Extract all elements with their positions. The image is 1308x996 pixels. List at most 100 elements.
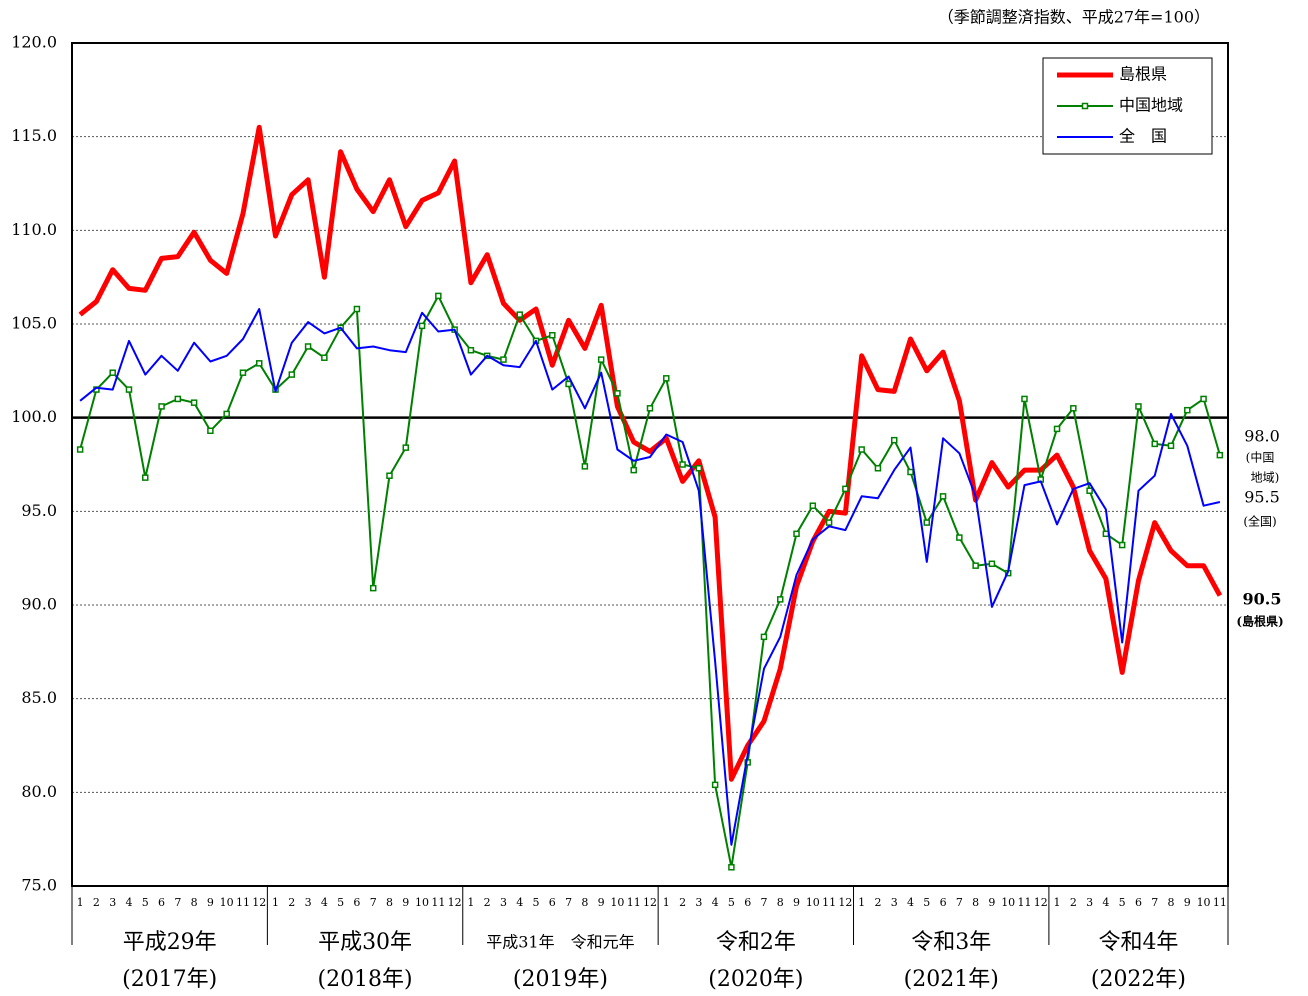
year-sub-label: (2019年) [513, 967, 608, 992]
year-label: 令和3年 [911, 930, 991, 955]
series-marker [711, 781, 719, 789]
x-tick-label: 7 [565, 896, 572, 909]
end-note: (中国 [1246, 450, 1275, 465]
series-marker [174, 395, 182, 403]
x-tick-label: 6 [158, 896, 165, 909]
year-label: 平成30年 [318, 930, 412, 955]
x-tick-label: 3 [1086, 896, 1093, 909]
x-tick-label: 1 [272, 896, 279, 909]
series-marker [923, 519, 931, 526]
x-tick-label: 3 [695, 896, 702, 909]
x-tick-label: 5 [142, 896, 149, 909]
x-tick-label: 8 [1168, 896, 1175, 909]
series-marker [777, 596, 784, 603]
x-tick-label: 7 [1151, 896, 1158, 909]
series-marker [207, 427, 214, 435]
x-tick-label: 2 [679, 896, 686, 909]
x-tick-label: 9 [1184, 896, 1191, 909]
series-marker [1053, 425, 1061, 433]
end-note: 地域) [1251, 471, 1280, 485]
end-note: (島根県) [1236, 614, 1283, 629]
x-tick-label: 7 [760, 896, 767, 909]
series-marker [467, 346, 475, 354]
series-line [79, 294, 1221, 869]
year-label: 平成31年 令和元年 [486, 933, 634, 952]
series-marker [907, 468, 914, 476]
x-tick-label: 10 [415, 896, 429, 909]
series-marker [646, 405, 654, 412]
series-marker [435, 292, 442, 300]
legend-marker [1081, 102, 1089, 110]
series-marker [1021, 395, 1028, 403]
series-line [79, 308, 1221, 846]
series-marker [597, 356, 605, 363]
series-marker [369, 584, 377, 592]
series-marker [516, 311, 523, 318]
x-tick-label: 5 [1119, 896, 1126, 909]
y-tick-label: 120.0 [11, 33, 57, 52]
year-label: 令和4年 [1098, 930, 1178, 955]
x-tick-label: 7 [174, 896, 181, 909]
x-tick-label: 12 [643, 896, 657, 909]
series-marker [1167, 442, 1175, 450]
series-marker [142, 474, 149, 481]
x-tick-label: 11 [431, 896, 445, 909]
x-tick-label: 6 [744, 896, 751, 909]
series-marker [288, 371, 296, 378]
series-marker [125, 386, 133, 393]
end-label: 95.5 [1244, 488, 1280, 507]
x-tick-label: 5 [923, 896, 930, 909]
x-tick-label: 10 [1001, 896, 1015, 909]
x-tick-label: 10 [220, 896, 234, 909]
legend-label: 中国地域 [1119, 96, 1183, 115]
year-label: 令和2年 [716, 930, 796, 955]
x-tick-label: 8 [386, 896, 393, 909]
x-tick-label: 12 [838, 896, 852, 909]
x-tick-label: 4 [1102, 896, 1109, 909]
x-tick-label: 4 [321, 896, 328, 909]
x-tick-label: 11 [236, 896, 250, 909]
series-marker [223, 410, 230, 418]
series-marker [825, 519, 833, 526]
x-tick-label: 5 [728, 896, 735, 909]
x-tick-label: 5 [533, 896, 540, 909]
series-marker [158, 403, 165, 410]
x-tick-label: 9 [598, 896, 605, 909]
series-marker [109, 369, 116, 376]
plot-frame [71, 42, 1229, 887]
x-tick-label: 8 [972, 896, 979, 909]
series-marker [1200, 395, 1207, 403]
x-tick-label: 2 [484, 896, 491, 909]
legend-label: 全 国 [1119, 127, 1167, 146]
series-marker [1151, 440, 1158, 448]
x-tick-label: 7 [370, 896, 377, 909]
series-marker [353, 305, 361, 313]
y-tick-label: 110.0 [11, 220, 57, 239]
series-marker [858, 446, 865, 453]
series-marker [1070, 405, 1077, 412]
x-tick-label: 8 [581, 896, 588, 909]
series-marker [614, 390, 621, 397]
x-tick-label: 8 [191, 896, 198, 909]
x-tick-label: 11 [1017, 896, 1031, 909]
x-tick-label: 6 [1135, 896, 1142, 909]
series-marker [663, 375, 670, 382]
series-marker [239, 369, 247, 376]
series-marker [890, 436, 898, 444]
x-tick-label: 1 [467, 896, 474, 909]
series-marker [1184, 406, 1191, 414]
series-marker [386, 472, 393, 479]
series-marker [565, 380, 572, 388]
series-marker [581, 463, 589, 470]
x-tick-label: 1 [858, 896, 865, 909]
series-marker [679, 461, 686, 468]
x-tick-label: 3 [305, 896, 312, 909]
x-tick-label: 8 [777, 896, 784, 909]
x-tick-label: 12 [448, 896, 462, 909]
end-label: 90.5 [1243, 590, 1282, 609]
x-tick-label: 6 [940, 896, 947, 909]
x-tick-label: 11 [1213, 896, 1227, 909]
series-marker [630, 466, 637, 474]
x-tick-label: 4 [516, 896, 523, 909]
series-marker [988, 560, 996, 568]
